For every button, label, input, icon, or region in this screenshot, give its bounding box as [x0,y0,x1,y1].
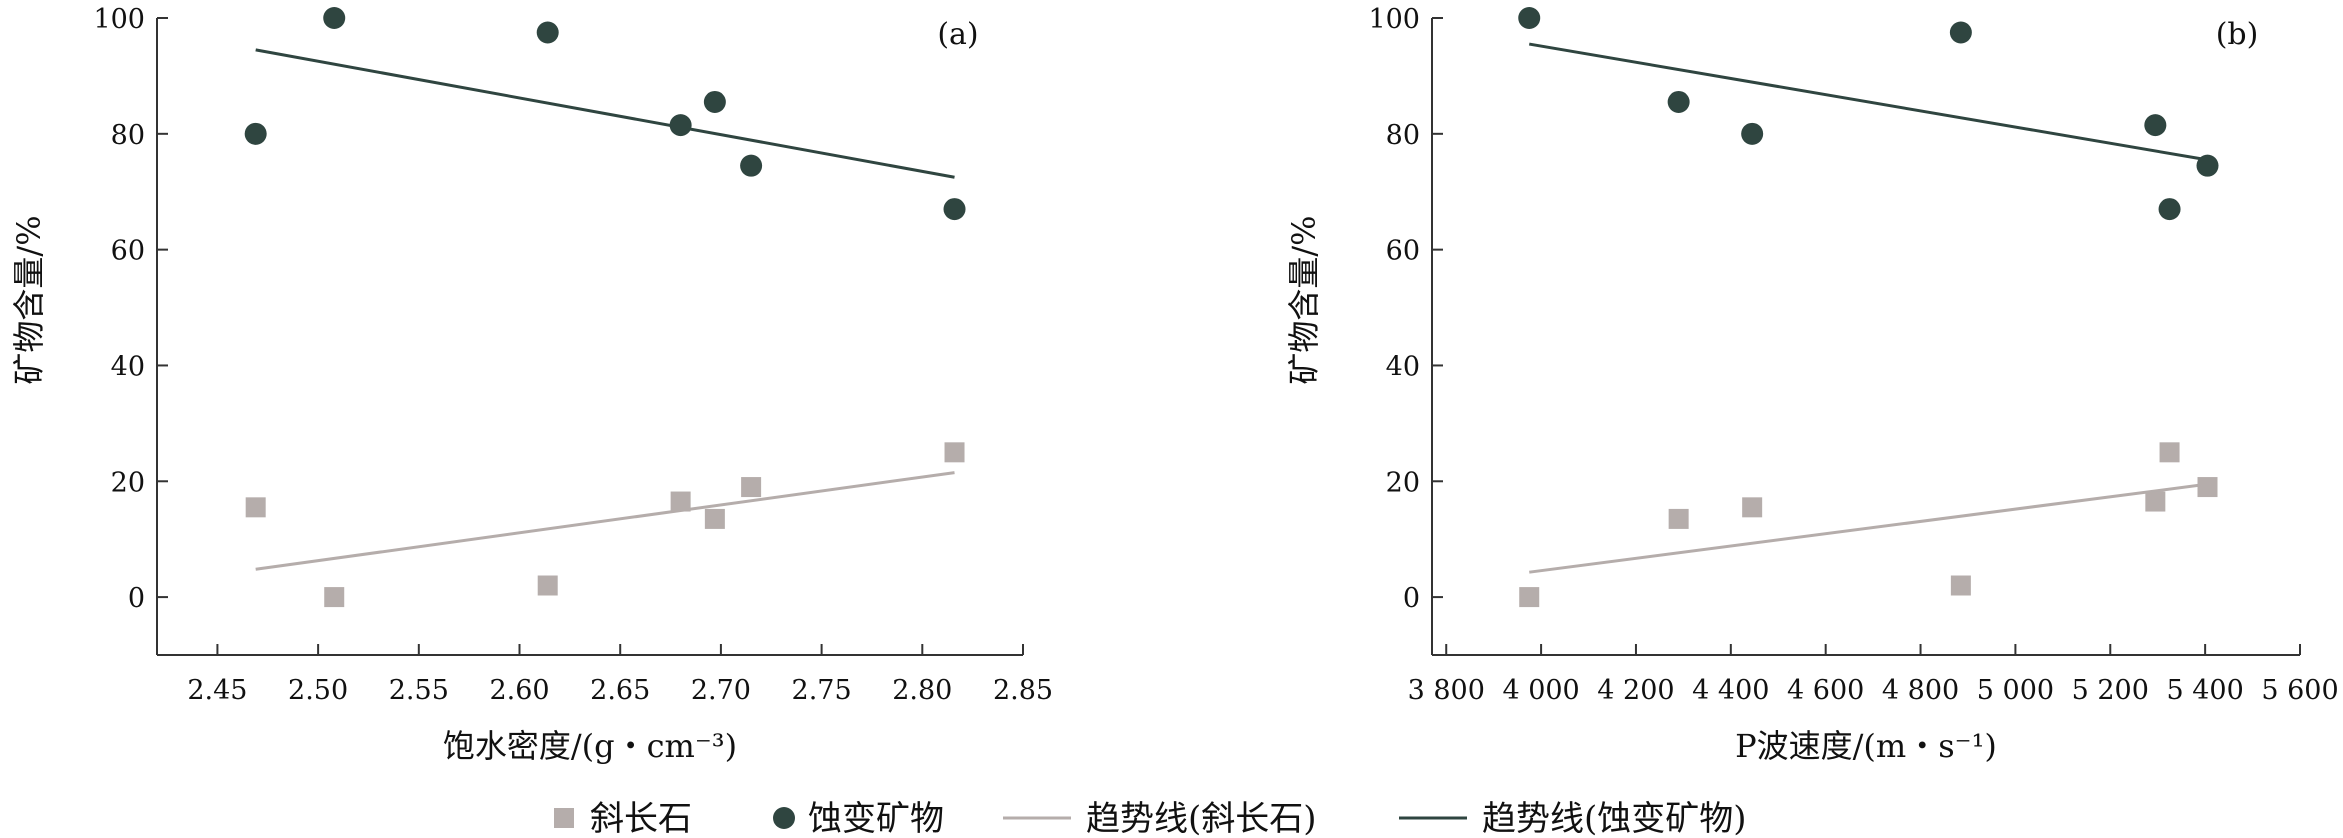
x-tick-label: 2.85 [993,675,1053,706]
y-tick-label: 100 [1368,4,1420,35]
legend-label: 趋势线(蚀变矿物) [1482,799,1747,838]
x-tick-label: 5 000 [1977,675,2054,706]
legend-label: 趋势线(斜长石) [1086,799,1317,838]
trendline-altered-minerals [255,48,955,179]
altered-mineral-point [1949,21,1972,44]
y-tick-label: 60 [1386,236,1420,267]
y-tick-label: 0 [1403,583,1420,614]
x-tick-label: 4 600 [1787,675,1864,706]
x-tick-label: 2.70 [691,675,751,706]
x-tick-label: 5 200 [2072,675,2149,706]
x-tick-label: 4 400 [1692,675,1769,706]
plagioclase-point [1668,508,1689,529]
altered-mineral-point [536,21,559,44]
plagioclase-point [944,442,965,463]
plagioclase-point [1950,575,1971,596]
x-tick-label: 5 400 [2166,675,2243,706]
plagioclase-point [670,491,691,512]
legend: 斜长石 蚀变矿物 趋势线(斜长石) 趋势线(蚀变矿物) [554,799,1747,838]
altered-mineral-point [943,198,966,221]
trendline-plagioclase [255,471,955,571]
plagioclase-point [537,575,558,596]
x-tick-label: 2.55 [389,675,449,706]
panel-b: 0 20 40 60 80 100 3 800 4 000 4 200 4 400 4 600 4 8… [1285,4,2339,765]
trendline-plagioclase [1529,482,2208,574]
altered-mineral-point [669,114,692,137]
plagioclase-point [245,497,266,518]
y-axis-title: 矿物含量/% [1285,215,1323,384]
plagioclase-point [2197,477,2218,498]
altered-mineral-point [244,122,267,145]
altered-mineral-point [703,90,726,113]
x-tick-label: 4 200 [1597,675,1674,706]
legend-marker-circle [773,807,795,829]
plagioclase-point [2145,491,2166,512]
x-axis-title: 饱水密度/(g・cm⁻³) [443,727,737,765]
x-tick-label: 2.75 [792,675,852,706]
y-tick-label: 100 [93,4,145,35]
x-tick-label: 5 600 [2261,675,2338,706]
plagioclase-point [704,508,725,529]
x-tick-label: 4 800 [1882,675,1959,706]
altered-mineral-point [2158,198,2181,221]
plagioclase-point [324,587,345,608]
x-axis-title: P波速度/(m・s⁻¹) [1735,727,1997,765]
altered-mineral-point [2196,154,2219,177]
y-tick-label: 60 [111,236,145,267]
plagioclase-point [741,477,762,498]
y-tick-label: 20 [1386,467,1420,498]
altered-mineral-point [2144,114,2167,137]
panel-a: 0 20 40 60 80 100 2.45 2.50 2.55 2.60 2.65 2.70 2.75… [10,4,1053,765]
legend-marker-square [554,808,574,828]
plagioclase-point [1742,497,1763,518]
altered-mineral-point [1741,122,1764,145]
y-tick-label: 80 [111,120,145,151]
y-tick-label: 40 [1386,351,1420,382]
x-tick-label: 3 800 [1408,675,1485,706]
altered-mineral-point [1667,90,1690,113]
y-tick-label: 20 [111,467,145,498]
x-tick-label: 2.65 [590,675,650,706]
x-tick-label: 2.50 [288,675,348,706]
x-tick-label: 4 000 [1502,675,1579,706]
legend-label: 斜长石 [590,799,692,838]
y-tick-label: 0 [128,583,145,614]
panel-label: (b) [2216,17,2259,52]
x-tick-label: 2.45 [187,675,247,706]
altered-mineral-point [1518,7,1541,29]
legend-label: 蚀变矿物 [808,799,944,838]
y-tick-label: 40 [111,351,145,382]
y-axis-title: 矿物含量/% [10,215,48,384]
y-tick-label: 80 [1386,120,1420,151]
x-tick-label: 2.80 [892,675,952,706]
plagioclase-point [2159,442,2180,463]
panel-label: (a) [937,17,978,52]
trendline-altered-minerals [1528,42,2208,162]
altered-mineral-point [740,154,763,177]
altered-mineral-point [323,7,346,29]
plagioclase-point [1519,587,1540,608]
x-tick-label: 2.60 [489,675,549,706]
